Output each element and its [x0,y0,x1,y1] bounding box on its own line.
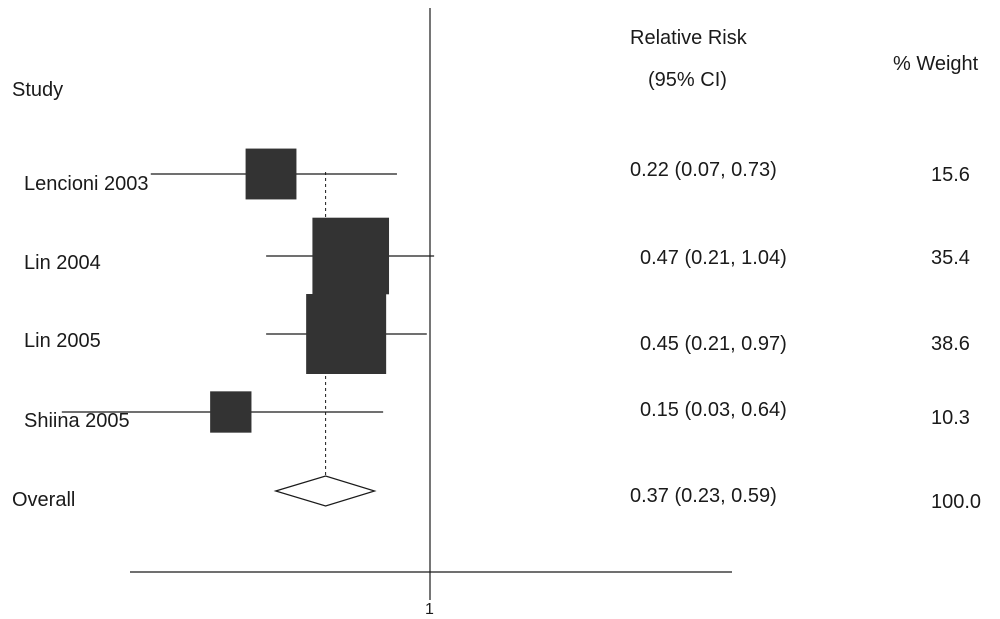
ci-header: (95% CI) [648,69,727,91]
study-label: Shiina 2005 [24,410,130,432]
weight-value: 38.6 [931,333,970,355]
ci-value: 0.45 (0.21, 0.97) [640,333,787,355]
study-label: Lin 2005 [24,330,101,352]
study-label: Lencioni 2003 [24,173,149,195]
x-tick-label: 1 [425,601,434,618]
weight-box [312,217,390,295]
ci-value: 0.22 (0.07, 0.73) [630,159,777,181]
weight-value: 10.3 [931,407,970,429]
study-column-header: Study [12,79,64,101]
weight-value: 15.6 [931,164,970,186]
overall-diamond [273,475,377,507]
ci-value: 0.47 (0.21, 1.04) [640,247,787,269]
weight-box [306,294,387,374]
overall-ci-value: 0.37 (0.23, 0.59) [630,485,777,507]
weight-box [245,148,297,200]
overall-weight-value: 100.0 [931,491,982,513]
relative-risk-header: Relative Risk [630,27,747,49]
study-label: Lin 2004 [24,252,101,274]
overall-label: Overall [12,489,76,511]
weight-value: 35.4 [931,247,970,269]
weight-column-header: % Weight [893,53,979,75]
weight-box [210,391,252,433]
ci-value: 0.15 (0.03, 0.64) [640,399,787,421]
